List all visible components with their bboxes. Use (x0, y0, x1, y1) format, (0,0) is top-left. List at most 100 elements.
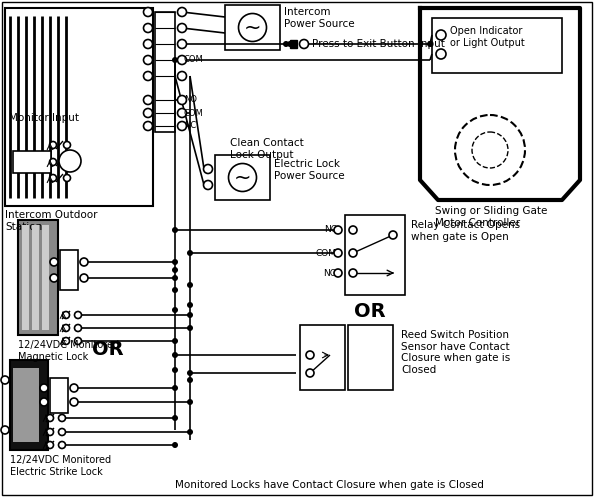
Circle shape (50, 258, 58, 266)
Circle shape (172, 442, 178, 448)
Circle shape (187, 325, 193, 331)
Text: Open Indicator
or Light Output: Open Indicator or Light Output (450, 26, 524, 48)
Bar (13, 368, 39, 442)
Circle shape (187, 282, 193, 288)
Circle shape (172, 287, 178, 293)
Circle shape (349, 269, 357, 277)
Circle shape (349, 249, 357, 257)
Text: Relay Contact Opens
when gate is Open: Relay Contact Opens when gate is Open (411, 220, 520, 242)
Circle shape (187, 370, 193, 376)
Circle shape (74, 324, 82, 332)
Circle shape (178, 56, 187, 64)
Circle shape (64, 174, 70, 182)
Circle shape (64, 142, 70, 148)
Circle shape (40, 384, 48, 392)
Circle shape (172, 338, 178, 344)
Circle shape (144, 72, 153, 80)
Circle shape (70, 398, 78, 406)
Circle shape (144, 96, 153, 104)
Text: ~: ~ (244, 18, 261, 38)
Bar (155, 12, 175, 132)
Circle shape (172, 259, 178, 265)
Circle shape (178, 122, 187, 130)
Circle shape (178, 108, 187, 118)
Text: 12/24VDC Monitored
Magnetic Lock: 12/24VDC Monitored Magnetic Lock (18, 340, 119, 361)
Circle shape (172, 385, 178, 391)
Bar (42, 225, 49, 330)
Circle shape (59, 150, 81, 172)
Text: Monitored Locks have Contact Closure when gate is Closed: Monitored Locks have Contact Closure whe… (175, 480, 484, 490)
Circle shape (172, 227, 178, 233)
Circle shape (228, 164, 256, 192)
Circle shape (49, 174, 57, 182)
Circle shape (349, 226, 357, 234)
Circle shape (144, 24, 153, 32)
Circle shape (472, 132, 508, 168)
Circle shape (187, 377, 193, 383)
Bar (22, 225, 29, 330)
Text: Press to Exit Button Input: Press to Exit Button Input (312, 39, 445, 49)
Circle shape (306, 351, 314, 359)
Text: Intercom Outdoor
Station: Intercom Outdoor Station (5, 210, 98, 232)
Circle shape (49, 142, 57, 148)
Circle shape (300, 40, 309, 48)
Text: NC: NC (324, 226, 337, 234)
Bar (60, 250, 78, 290)
Circle shape (427, 41, 433, 47)
Text: NO: NO (184, 96, 197, 104)
Circle shape (46, 428, 54, 436)
Circle shape (455, 115, 525, 185)
Text: COM: COM (316, 248, 337, 258)
Circle shape (334, 226, 342, 234)
Circle shape (283, 41, 289, 47)
Circle shape (58, 428, 66, 436)
Text: ~: ~ (234, 168, 252, 188)
Circle shape (187, 312, 193, 318)
Circle shape (144, 122, 153, 130)
Circle shape (178, 96, 187, 104)
Circle shape (63, 338, 70, 344)
Bar (345, 215, 405, 295)
Circle shape (436, 49, 446, 59)
Circle shape (144, 40, 153, 48)
Circle shape (178, 72, 187, 80)
Circle shape (80, 258, 88, 266)
Text: COM: COM (184, 108, 204, 118)
Circle shape (40, 398, 48, 406)
Bar (32, 225, 39, 330)
Circle shape (187, 399, 193, 405)
Circle shape (203, 164, 213, 173)
Circle shape (436, 30, 446, 40)
Circle shape (144, 108, 153, 118)
Circle shape (46, 414, 54, 422)
Circle shape (74, 338, 82, 344)
Circle shape (63, 312, 70, 318)
Text: Reed Switch Position
Sensor have Contact
Closure when gate is
Closed: Reed Switch Position Sensor have Contact… (401, 330, 510, 375)
Circle shape (172, 275, 178, 281)
Bar (10, 360, 48, 450)
Bar (13, 151, 51, 173)
Circle shape (144, 56, 153, 64)
Circle shape (172, 57, 178, 63)
Circle shape (178, 24, 187, 32)
Circle shape (334, 249, 342, 257)
Text: NC: NC (184, 122, 196, 130)
Circle shape (178, 40, 187, 48)
Circle shape (287, 41, 293, 47)
Bar (215, 155, 270, 200)
Circle shape (172, 352, 178, 358)
Circle shape (172, 415, 178, 421)
Text: Electric Lock
Power Source: Electric Lock Power Source (274, 159, 344, 180)
Circle shape (187, 250, 193, 256)
Polygon shape (290, 40, 297, 48)
Text: Intercom
Power Source: Intercom Power Source (284, 7, 355, 28)
Circle shape (187, 302, 193, 308)
Circle shape (238, 14, 266, 42)
Text: OR: OR (354, 302, 386, 321)
Circle shape (49, 158, 57, 166)
Circle shape (50, 274, 58, 282)
Circle shape (187, 429, 193, 435)
Circle shape (306, 369, 314, 377)
Circle shape (1, 376, 9, 384)
Circle shape (203, 180, 213, 190)
